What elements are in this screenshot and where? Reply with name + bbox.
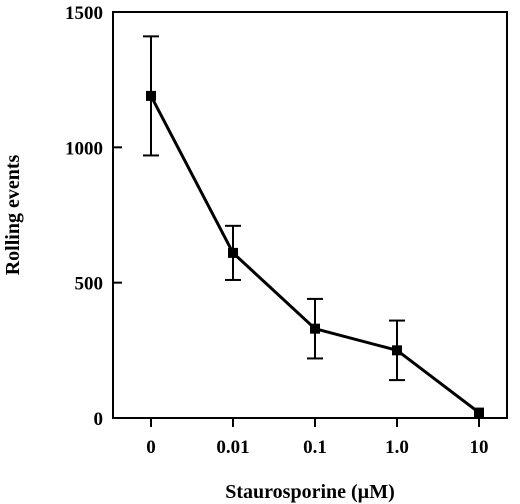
data-point: [392, 345, 402, 356]
y-tick-label: 1000: [65, 138, 103, 159]
x-axis: 0 0.01 0.1 1.0 10: [146, 418, 489, 458]
x-tick-label: 0: [146, 437, 156, 458]
y-tick-label: 500: [75, 274, 104, 295]
x-tick-label: 0.1: [303, 437, 327, 458]
y-axis: 0 500 1000 1500: [65, 3, 122, 430]
y-tick-label: 1500: [65, 3, 103, 24]
x-axis-label: Staurosporine (µM): [225, 481, 394, 503]
series-line: [149, 95, 480, 414]
plot-frame: [112, 11, 508, 419]
data-point: [146, 90, 156, 101]
y-axis-label: Rolling events: [2, 155, 24, 276]
x-tick-label: 1.0: [385, 437, 409, 458]
data-point: [474, 407, 484, 418]
data-point: [228, 247, 238, 258]
x-tick-label: 10: [470, 437, 489, 458]
y-tick-label: 0: [94, 409, 104, 430]
x-tick-label: 0.01: [216, 437, 249, 458]
data-point: [310, 323, 320, 334]
data-markers: [146, 90, 484, 418]
error-bars: [143, 35, 405, 382]
